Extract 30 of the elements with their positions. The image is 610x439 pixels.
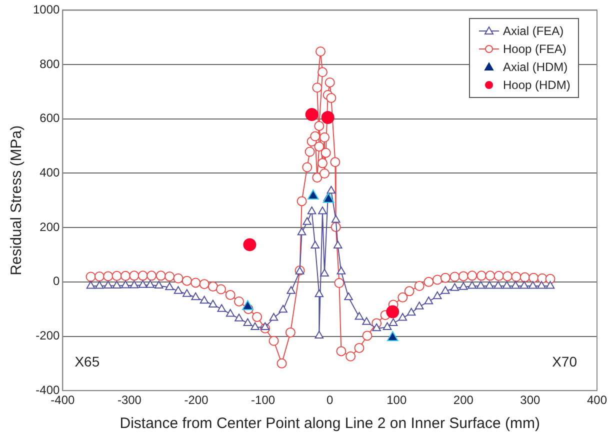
x-tick-label: 200 bbox=[453, 393, 474, 408]
point bbox=[242, 300, 254, 310]
y-axis-title: Residual Stress (MPa) bbox=[8, 125, 26, 276]
point bbox=[386, 305, 400, 318]
x-axis-title: Distance from Center Point along Line 2 on Inner Surface (mm) bbox=[120, 415, 540, 432]
point bbox=[321, 111, 334, 124]
y-tick-label: 1000 bbox=[32, 2, 60, 17]
legend-label: Hoop (HDM) bbox=[502, 78, 570, 92]
point bbox=[386, 331, 398, 342]
annotation: X65 bbox=[74, 353, 100, 370]
x-tick-label: -200 bbox=[184, 393, 209, 408]
point bbox=[243, 238, 256, 252]
x-tick-label: 0 bbox=[326, 393, 334, 408]
annotation: X70 bbox=[552, 353, 578, 370]
y-tick-label: 600 bbox=[40, 111, 60, 126]
x-tick-label: 300 bbox=[520, 393, 541, 408]
point bbox=[305, 108, 318, 122]
x-tick-label: -300 bbox=[117, 393, 142, 408]
y-tick-label: 800 bbox=[40, 56, 60, 71]
y-tick-label: -200 bbox=[36, 328, 60, 343]
y-tick-label: 400 bbox=[40, 166, 60, 180]
legend-label: Hoop (FEA) bbox=[502, 42, 566, 56]
y-tick-label: 200 bbox=[40, 220, 60, 234]
x-tick-label: 100 bbox=[386, 393, 407, 408]
legend-label: Axial (FEA) bbox=[502, 24, 564, 38]
legend-label: Axial (HDM) bbox=[502, 60, 568, 74]
x-tick-label: 400 bbox=[586, 393, 608, 408]
x-tick-label: -100 bbox=[251, 393, 276, 408]
y-tick-label: 0 bbox=[53, 274, 60, 288]
point bbox=[307, 190, 319, 200]
